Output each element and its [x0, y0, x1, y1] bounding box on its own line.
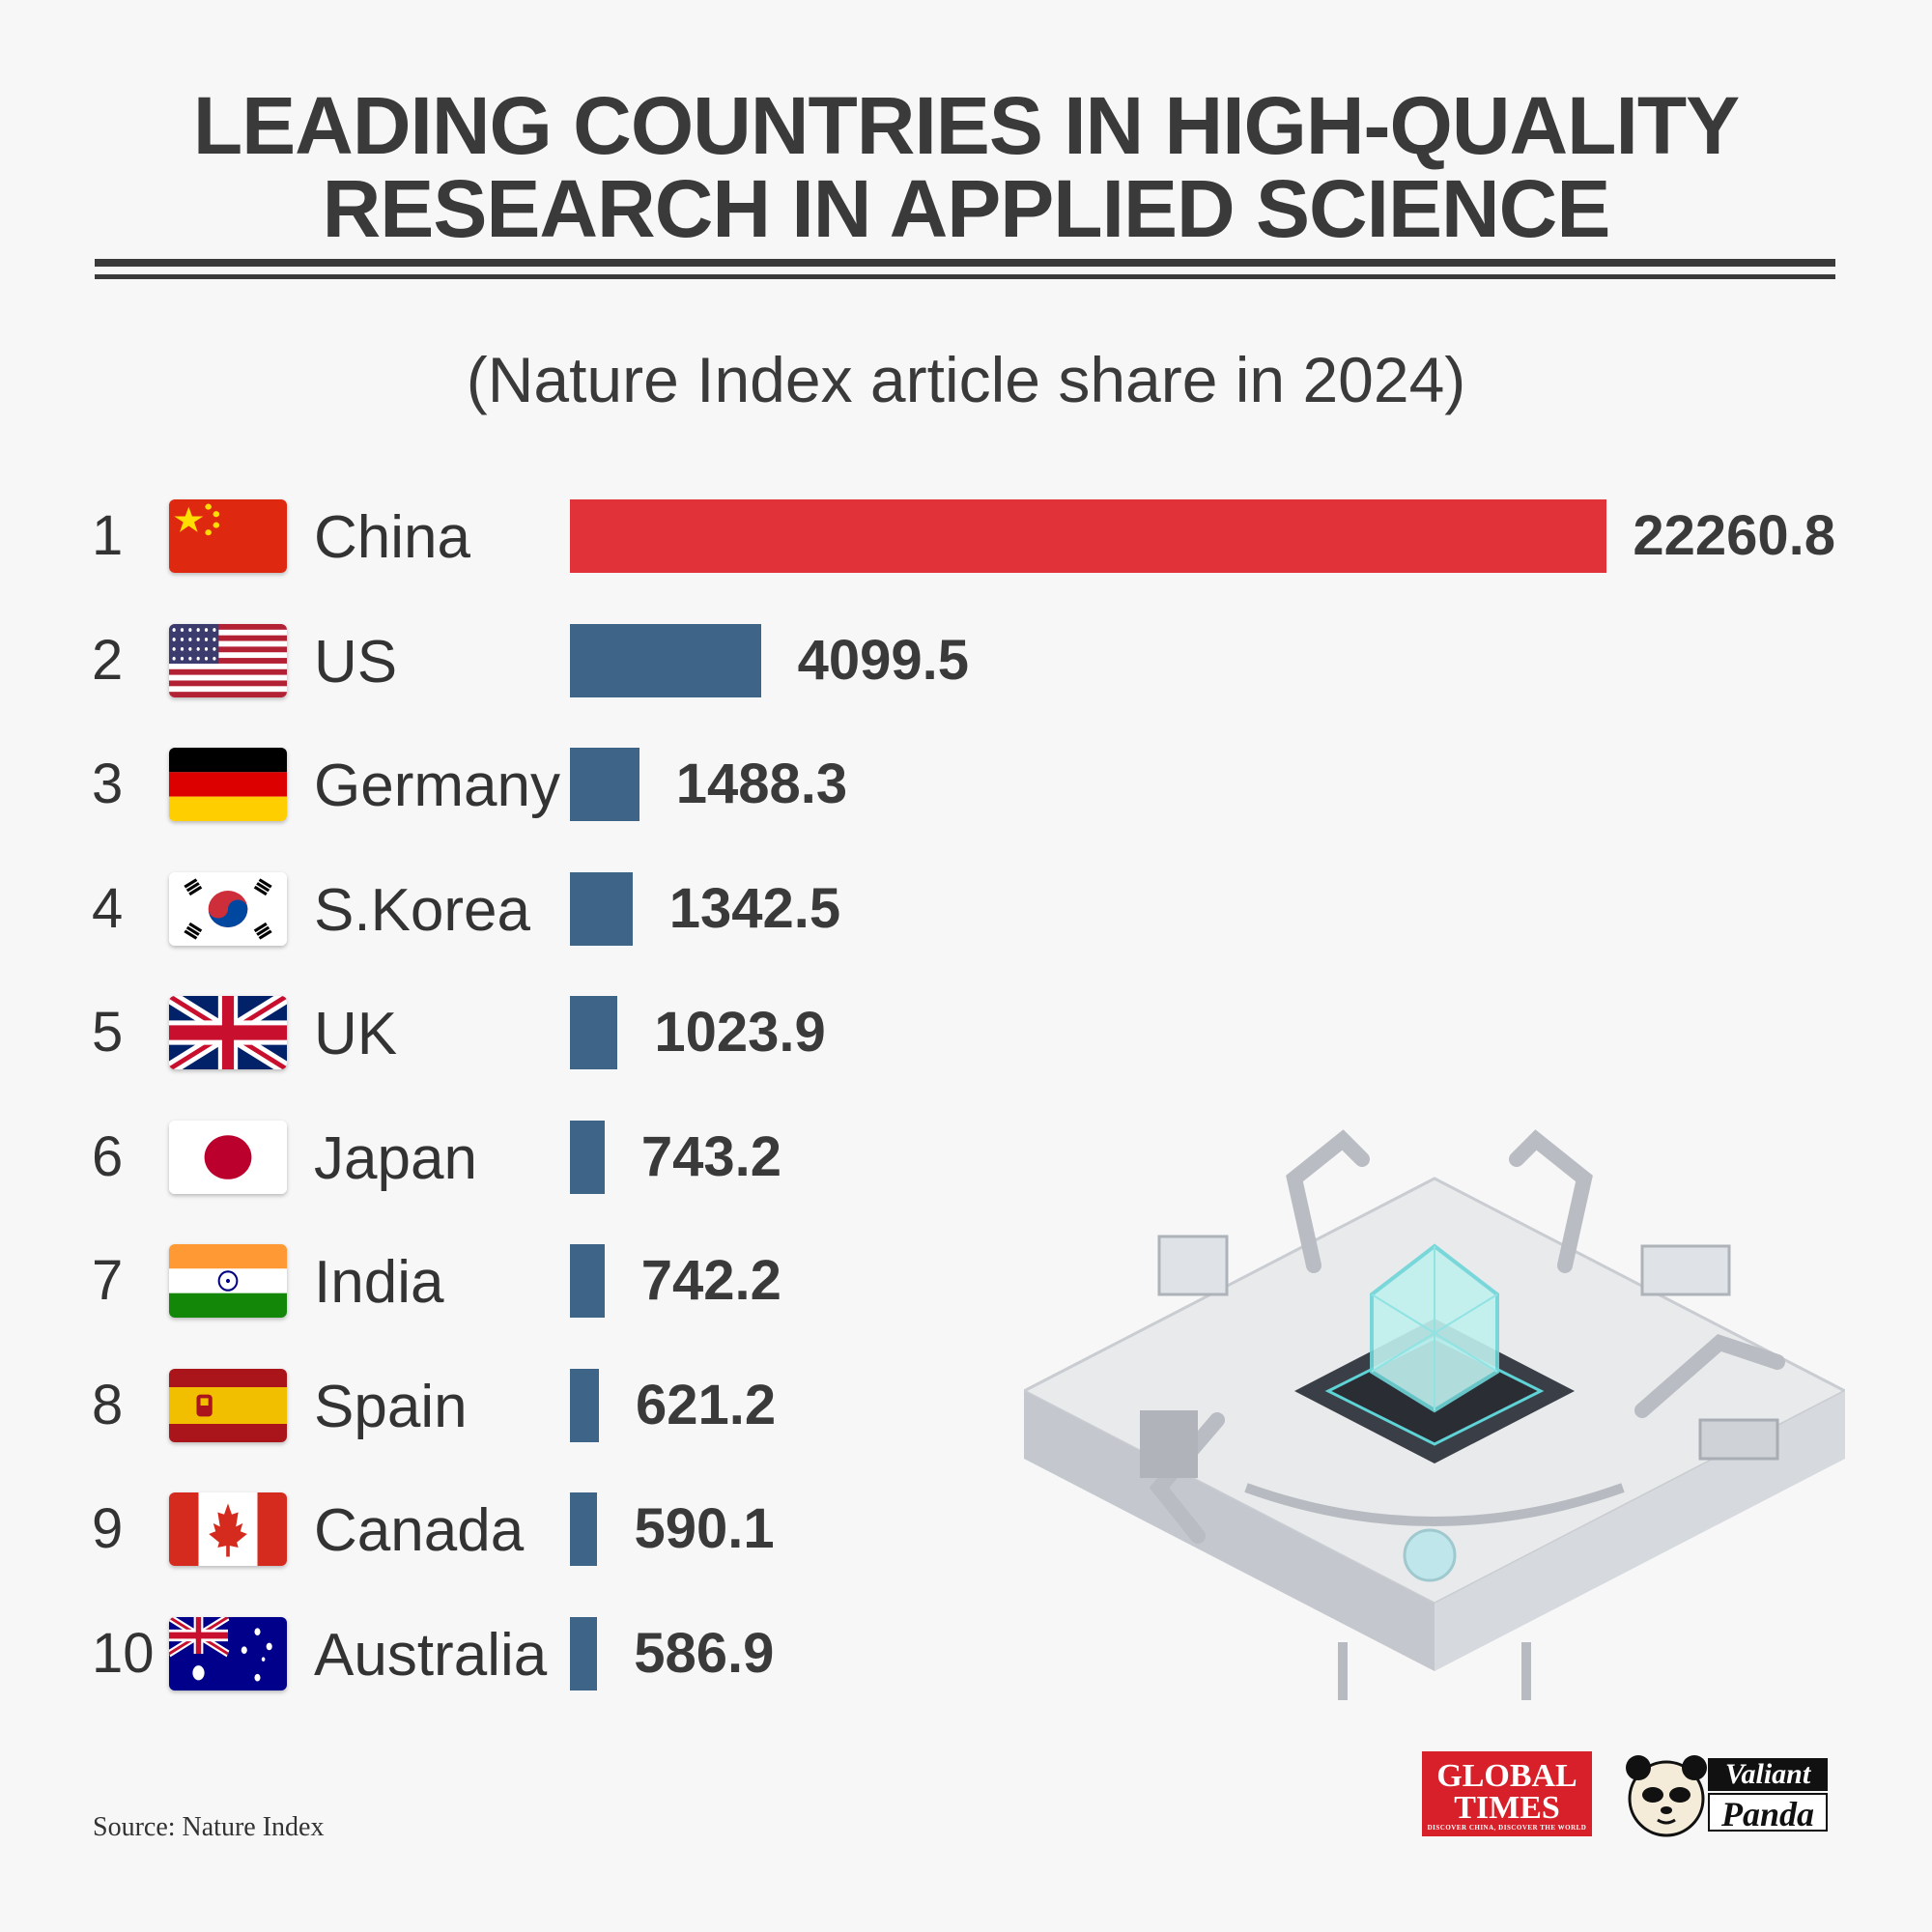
- global-times-logo-tagline: DISCOVER CHINA, DISCOVER THE WORLD: [1427, 1824, 1587, 1832]
- rank-label: 3: [92, 753, 124, 815]
- chart-row: 5 UK 1023.9: [0, 994, 1932, 1071]
- south-korea-flag-icon: [169, 871, 287, 946]
- bar-china: [570, 499, 1606, 573]
- category-label: Japan: [314, 1124, 477, 1192]
- japan-flag-icon: [169, 1120, 287, 1194]
- title-line-1: LEADING COUNTRIES IN HIGH-QUALITY: [192, 80, 1740, 171]
- india-flag-icon: [169, 1244, 287, 1318]
- chart-row: 8 Spain 621.2: [0, 1367, 1932, 1444]
- bar-germany: [570, 748, 639, 821]
- global-times-logo-line-2: TIMES: [1454, 1790, 1560, 1826]
- chart-row: 4 S.Korea 1342.5: [0, 870, 1932, 948]
- bar-spain: [570, 1368, 599, 1442]
- rank-label: 6: [92, 1124, 124, 1188]
- bar-skorea: [570, 871, 633, 946]
- bar-india: [570, 1244, 605, 1318]
- title-line-2: RESEARCH IN APPLIED SCIENCE: [322, 163, 1611, 254]
- bar-japan: [570, 1120, 605, 1194]
- chart-row: 9 Canada 590.1: [0, 1491, 1932, 1568]
- uk-flag-icon: [169, 996, 287, 1069]
- robotic-lab-illustration: [1024, 1129, 1845, 1700]
- valiant-panda-logo-line-1: Valiant: [1708, 1758, 1828, 1791]
- panda-icon: [1626, 1755, 1707, 1837]
- spain-flag-icon: [169, 1368, 287, 1442]
- value-label: 22260.8: [1633, 504, 1835, 567]
- valiant-panda-logo-line-2: Panda: [1708, 1793, 1828, 1833]
- page-title: LEADING COUNTRIES IN HIGH-QUALITY RESEAR…: [0, 85, 1932, 249]
- source-note: Source: Nature Index: [93, 1812, 325, 1842]
- value-label: 1342.5: [668, 876, 841, 940]
- chart-row: 3 Germany 1488.3: [0, 746, 1932, 823]
- category-label: Australia: [314, 1621, 548, 1689]
- category-label: Spain: [314, 1373, 468, 1440]
- title-divider-top: [95, 259, 1835, 267]
- chart-row: 2 US 4099.5: [0, 622, 1932, 699]
- china-flag-icon: [169, 499, 287, 573]
- chart-subtitle: (Nature Index article share in 2024): [466, 344, 1466, 415]
- valiant-panda-logo: Valiant Panda: [1623, 1750, 1837, 1839]
- us-flag-icon: [169, 623, 287, 697]
- bar-australia: [570, 1616, 598, 1690]
- bar-canada: [570, 1492, 598, 1566]
- category-label: UK: [314, 1001, 398, 1067]
- rank-label: 9: [92, 1497, 124, 1560]
- value-label: 743.2: [640, 1124, 781, 1188]
- bar-us: [570, 623, 761, 697]
- value-label: 586.9: [634, 1621, 775, 1685]
- value-label: 621.2: [635, 1373, 777, 1436]
- chart-row: 6 Japan 743.2: [0, 1119, 1932, 1196]
- value-label: 742.2: [640, 1249, 781, 1312]
- value-label: 4099.5: [797, 628, 969, 692]
- rank-label: 5: [92, 1001, 124, 1064]
- chart-row: 7 India 742.2: [0, 1242, 1932, 1320]
- category-label: US: [314, 628, 398, 696]
- rank-label: 10: [92, 1621, 155, 1685]
- rank-label: 4: [92, 876, 124, 940]
- category-label: S.Korea: [314, 876, 531, 944]
- value-label: 1488.3: [675, 753, 848, 815]
- category-label: India: [314, 1249, 444, 1316]
- value-label: 1023.9: [654, 1001, 826, 1064]
- global-times-logo: GLOBAL TIMES DISCOVER CHINA, DISCOVER TH…: [1422, 1751, 1592, 1836]
- global-times-logo-line-1: GLOBAL: [1436, 1758, 1577, 1794]
- category-label: Canada: [314, 1497, 525, 1564]
- bar-uk: [570, 996, 618, 1069]
- category-label: China: [314, 504, 470, 571]
- rank-label: 8: [92, 1373, 124, 1436]
- value-label: 590.1: [634, 1497, 775, 1560]
- rank-label: 2: [92, 628, 124, 692]
- germany-flag-icon: [169, 748, 287, 821]
- rank-label: 1: [92, 504, 124, 567]
- chart-row: 10 Australia 586.9: [0, 1615, 1932, 1692]
- australia-flag-icon: [169, 1616, 287, 1690]
- title-divider-bottom: [95, 274, 1835, 279]
- category-label: Germany: [314, 753, 560, 819]
- canada-flag-icon: [169, 1492, 287, 1566]
- rank-label: 7: [92, 1249, 124, 1312]
- chart-row: 1 China 22260.8: [0, 497, 1932, 575]
